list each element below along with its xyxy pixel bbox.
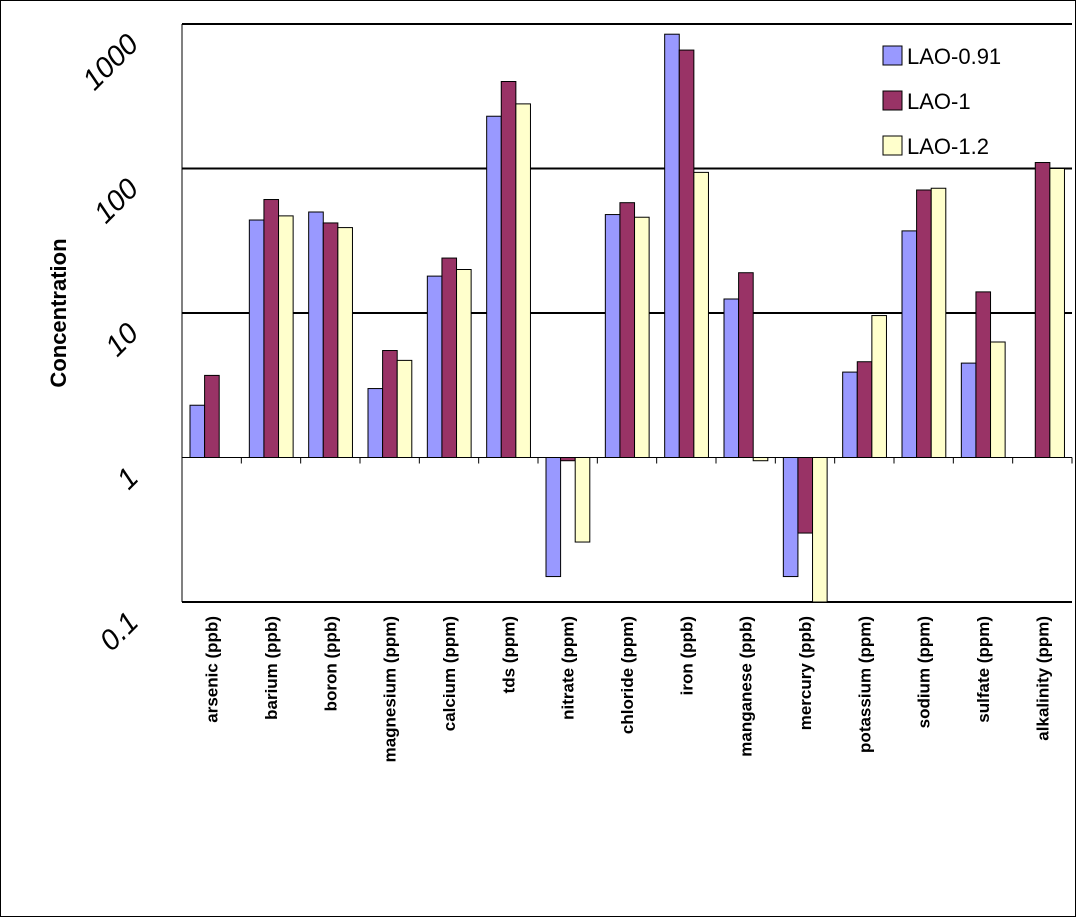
y-tick-label: 0.1 bbox=[94, 606, 145, 657]
x-tick-label: barium (ppb) bbox=[262, 616, 281, 720]
bar-1-2 bbox=[248, 219, 265, 458]
y-axis-label: Concentration bbox=[46, 238, 71, 387]
bar-3-12 bbox=[871, 315, 887, 458]
bar-1-14 bbox=[960, 362, 977, 458]
x-tick-labels: arsenic (ppb) barium (ppb) boron (ppb) magn… bbox=[203, 616, 1053, 762]
bar-2-15 bbox=[1034, 162, 1051, 458]
x-tick-label: boron (ppb) bbox=[321, 616, 340, 711]
bar-2-4 bbox=[382, 350, 398, 458]
bar-2-9 bbox=[678, 49, 695, 459]
bar-2-3 bbox=[322, 222, 339, 458]
x-tick-label: potassium (ppm) bbox=[855, 616, 874, 753]
bar-3-4 bbox=[396, 359, 413, 459]
bar-2-11 bbox=[797, 457, 814, 534]
bar-1-8 bbox=[604, 214, 621, 458]
bar-3-2 bbox=[278, 215, 294, 458]
bar-3-9 bbox=[693, 171, 709, 458]
bar-2-10 bbox=[738, 272, 754, 458]
bar-3-6 bbox=[515, 103, 531, 459]
y-tick-label: 10 bbox=[100, 317, 145, 362]
x-tick-label: tds (ppm) bbox=[499, 616, 518, 693]
bar-3-5 bbox=[456, 269, 472, 458]
bar-3-14 bbox=[990, 341, 1006, 459]
x-tick-label: calcium (ppm) bbox=[440, 616, 459, 731]
bar-3-13 bbox=[930, 187, 947, 458]
bar-2-12 bbox=[856, 361, 873, 459]
legend: LAO-0.91 LAO-1 LAO-1.2 bbox=[882, 44, 1001, 159]
bar-1-9 bbox=[664, 33, 680, 458]
legend-label: LAO-0.91 bbox=[907, 44, 1001, 69]
bar-1-3 bbox=[308, 211, 324, 458]
bar-1-12 bbox=[842, 371, 858, 458]
y-tick-label: 1 bbox=[111, 462, 145, 496]
bar-1-4 bbox=[367, 388, 384, 458]
x-tick-label: mercury (ppb) bbox=[796, 616, 815, 730]
bar-2-1 bbox=[204, 374, 220, 458]
x-tick-label: manganese (ppb) bbox=[737, 616, 756, 757]
bar-2-13 bbox=[916, 189, 932, 458]
x-tick-label: chloride (ppm) bbox=[618, 616, 637, 734]
bar-3-7 bbox=[574, 457, 591, 543]
legend-swatch bbox=[882, 90, 903, 111]
bar-2-14 bbox=[975, 291, 992, 458]
bars bbox=[189, 33, 1065, 603]
bar-3-15 bbox=[1049, 168, 1065, 458]
bar-1-6 bbox=[486, 115, 502, 459]
x-tick-label: arsenic (ppb) bbox=[203, 616, 222, 723]
x-tick-label: iron (ppb) bbox=[677, 616, 696, 695]
bar-1-13 bbox=[901, 230, 918, 458]
bar-2-5 bbox=[441, 257, 458, 458]
bar-3-11 bbox=[812, 457, 828, 603]
x-tick-label: nitrate (ppm) bbox=[559, 616, 578, 720]
bar-1-10 bbox=[723, 298, 740, 458]
y-tick-label: 1000 bbox=[77, 28, 145, 96]
bar-1-1 bbox=[189, 404, 206, 458]
y-tick-label: 100 bbox=[88, 173, 145, 230]
bar-1-7 bbox=[545, 457, 562, 578]
bar-3-3 bbox=[337, 227, 353, 458]
bar-2-8 bbox=[619, 202, 636, 458]
bar-2-6 bbox=[500, 81, 517, 459]
x-tick-label: alkalinity (ppm) bbox=[1033, 616, 1052, 741]
x-tick-label: sodium (ppm) bbox=[915, 616, 934, 728]
legend-label: LAO-1 bbox=[907, 89, 971, 114]
bar-2-2 bbox=[263, 199, 280, 458]
x-tick-label: sulfate (ppm) bbox=[974, 616, 993, 723]
legend-swatch bbox=[882, 45, 903, 66]
bar-1-5 bbox=[426, 275, 443, 458]
legend-label: LAO-1.2 bbox=[907, 134, 989, 159]
legend-swatch bbox=[882, 135, 903, 156]
x-tick-label: magnesium (ppm) bbox=[381, 616, 400, 762]
axes bbox=[181, 24, 1073, 602]
y-tick-labels: 0.1 1 10 100 1000 bbox=[77, 28, 145, 657]
bar-3-8 bbox=[634, 216, 650, 458]
bar-1-11 bbox=[782, 457, 799, 578]
